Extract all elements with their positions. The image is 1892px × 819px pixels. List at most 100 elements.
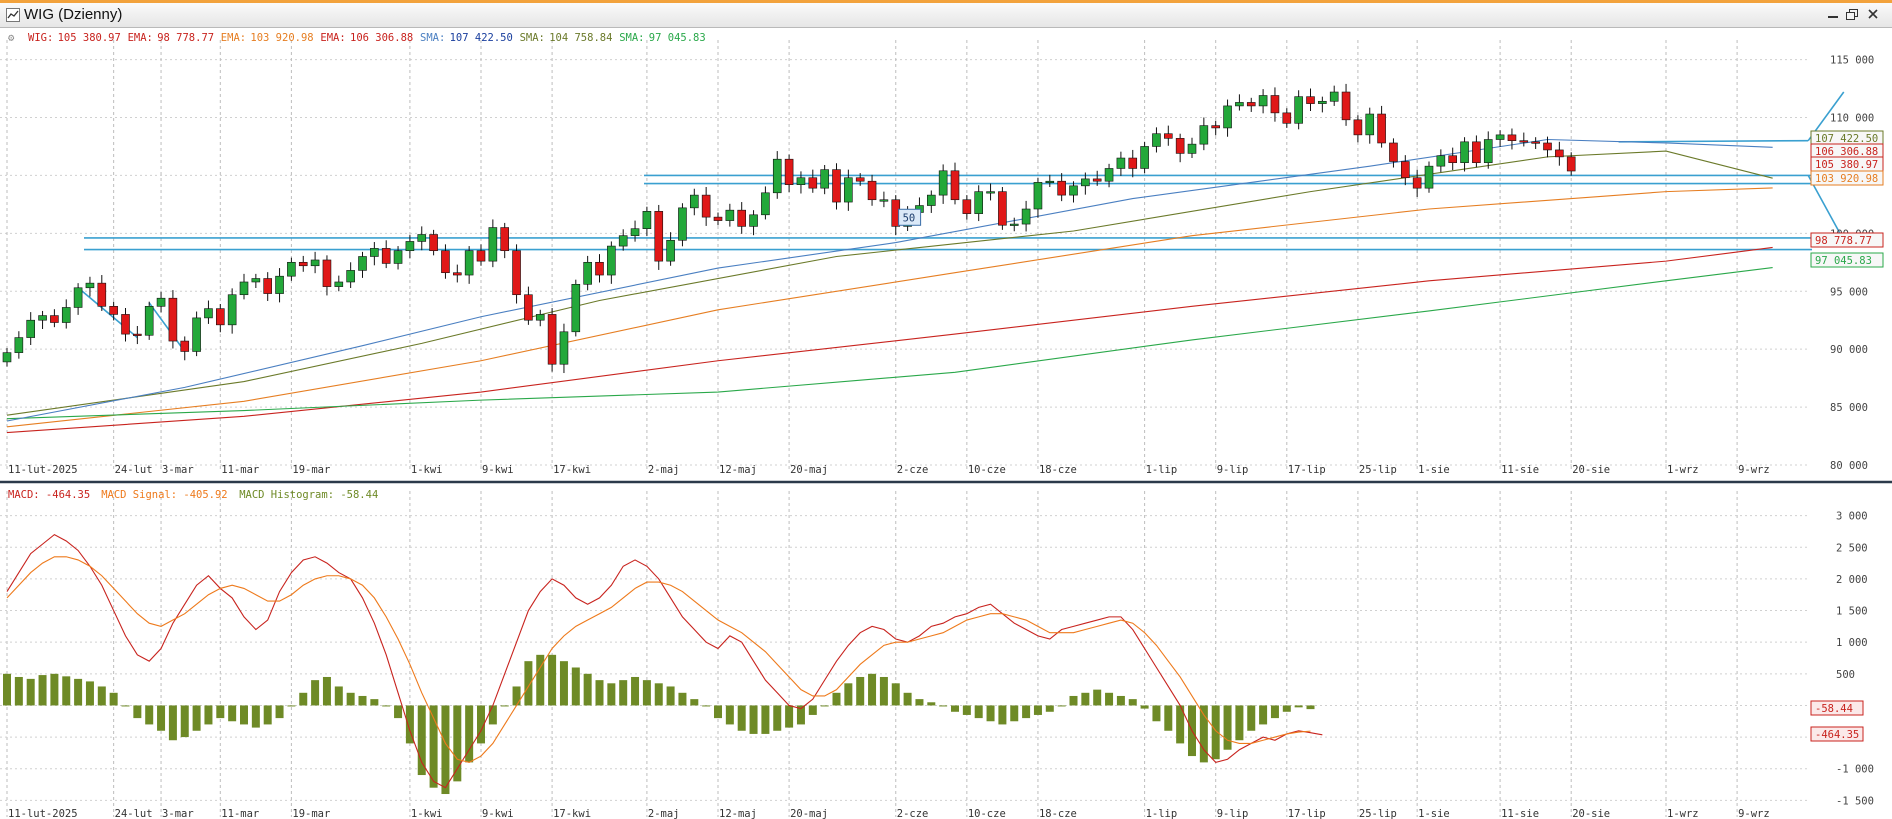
candle-body [1140,146,1149,169]
macd-histogram-bar [915,699,924,706]
restore-icon[interactable] [1845,7,1859,21]
price-value-tag-text: 106 306.88 [1815,146,1878,158]
price-x-label: 11-sie [1501,464,1539,476]
macd-histogram-bar [654,683,663,706]
legend-value: 98 778.77 [157,32,214,44]
candle-body [1092,178,1102,182]
macd-histogram-bar [228,705,237,722]
trend-line [148,302,186,352]
close-icon[interactable] [1866,7,1880,21]
macd-histogram-bar [856,676,865,706]
price-value-tag-text: 98 778.77 [1815,235,1872,247]
candle-body [168,297,178,342]
macd-histogram-bar [441,705,450,795]
price-x-label: 1-wrz [1667,464,1699,476]
candle-body [1543,142,1552,151]
macd-histogram-bar [879,676,888,706]
candle-body [1128,157,1138,169]
candle-body [1306,96,1315,104]
legend-label: EMA: [320,32,345,44]
price-x-label: 24-lut [115,464,153,476]
candle-body [1566,156,1576,172]
candle-body [1045,180,1055,184]
candle-body [808,177,818,189]
candle-body [109,306,118,315]
minimize-icon[interactable] [1826,7,1840,21]
price-tick-label: 115 000 [1830,55,1874,67]
macd-value-tag [1810,726,1864,742]
macd-grid [0,491,1808,817]
price-x-label: 1-lip [1146,464,1178,476]
candle-body [867,180,877,201]
macd-histogram-bar [832,692,841,706]
macd-histogram-bar [1045,705,1054,712]
candle-body [535,314,545,321]
macd-histogram-bar [358,695,367,706]
candle-body [1531,141,1540,144]
candle-body [1033,182,1043,210]
candle-body [38,315,47,321]
legend-value: 97 045.83 [649,32,706,44]
macd-histogram-bar [1211,705,1220,760]
macd-histogram-bar [619,680,628,706]
candle-body [370,248,379,257]
macd-histogram-bar [962,705,971,715]
candle-body [1164,133,1173,139]
candle-body [133,333,142,336]
ma-period-label: 50 [903,212,916,224]
macd-histogram-bar [370,699,379,706]
moving-average-line [6,150,1773,416]
macd-histogram-bar [74,678,83,706]
macd-histogram-bar [500,705,509,707]
macd-histogram-bar [1223,705,1232,750]
macd-histogram-bar [559,661,568,706]
macd-histogram-bar [1259,705,1268,725]
macd-legend: MACD: -464.35 MACD Signal: -405.92 MACD Hi… [8,489,378,501]
macd-x-label: 11-sie [1501,808,1539,819]
macd-histogram-bar [1164,705,1173,731]
candle-body [1258,95,1268,107]
macd-histogram-bar [14,676,23,706]
macd-histogram-bar [133,705,142,719]
price-tick-label: 95 000 [1830,286,1868,298]
candle-body [144,306,154,336]
candle-body [26,319,36,338]
candle-body [713,216,723,221]
candle-body [346,270,355,283]
macd-histogram-bar [180,705,189,738]
candle-body [618,235,628,247]
candle-body [761,192,770,216]
macd-histogram-bar [1116,695,1125,706]
legend-label: SMA: [420,32,445,44]
moving-average-line [6,267,1773,420]
candle-body [14,337,24,353]
macd-histogram-bar [121,705,130,707]
candle-body [85,282,95,289]
macd-x-label: 12-maj [719,808,757,819]
macd-histogram-bar [631,676,640,706]
macd-histogram-bar [1152,705,1161,722]
legend-value: 106 306.88 [350,32,413,44]
macd-tick-label: 2 000 [1836,574,1868,586]
macd-histogram-bar [1069,695,1078,706]
candle-body [121,314,130,335]
candle-body [97,282,107,307]
moving-average-line [6,138,1773,422]
candle-body [642,211,652,229]
price-x-label: 3-mar [162,464,194,476]
candle-body [1199,125,1209,145]
macd-histogram-bar [1294,705,1303,708]
macd-histogram-bar [939,705,948,707]
macd-histogram-bar [97,686,106,706]
macd-x-label: 17-kwi [553,808,591,819]
price-tick-label: 85 000 [1830,402,1868,414]
legend-label: SMA: [520,32,545,44]
candle-body [204,308,213,319]
macd-histogram-bar [761,705,770,734]
macd-histogram-bar [263,705,272,725]
candle-body [1389,142,1398,162]
trend-line [1618,139,1809,143]
candle-body [476,250,486,262]
macd-histogram-bar [1022,705,1031,719]
